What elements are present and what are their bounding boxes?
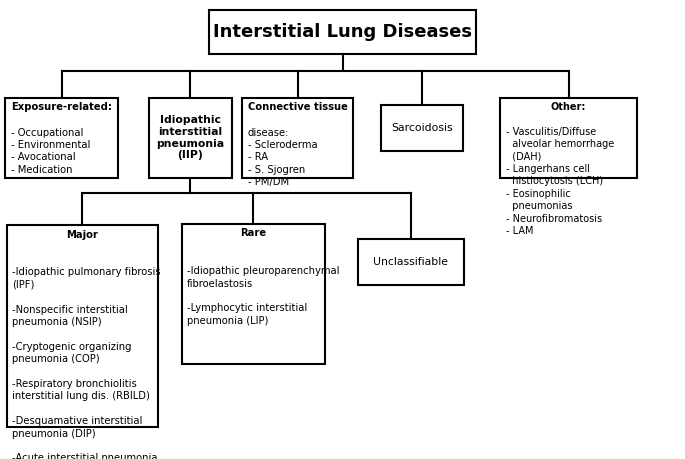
Text: -Idiopathic pleuroparenchymal
fibroelastosis

-Lymphocytic interstitial
pneumoni: -Idiopathic pleuroparenchymal fibroelast…	[187, 254, 340, 326]
Text: Sarcoidosis: Sarcoidosis	[391, 123, 453, 133]
FancyBboxPatch shape	[7, 225, 158, 427]
Text: Rare: Rare	[240, 228, 266, 238]
FancyBboxPatch shape	[242, 98, 353, 178]
Text: Connective tissue: Connective tissue	[248, 102, 348, 112]
Text: Other:: Other:	[551, 102, 586, 112]
Text: Interstitial Lung Diseases: Interstitial Lung Diseases	[213, 23, 472, 41]
FancyBboxPatch shape	[149, 98, 232, 178]
FancyBboxPatch shape	[209, 10, 476, 54]
Text: disease:
- Scleroderma
- RA
- S. Sjogren
- PM/DM: disease: - Scleroderma - RA - S. Sjogren…	[248, 128, 318, 187]
FancyBboxPatch shape	[381, 105, 463, 151]
FancyBboxPatch shape	[358, 239, 464, 285]
Text: Idiopathic
interstitial
pneumonia
(IIP): Idiopathic interstitial pneumonia (IIP)	[156, 115, 225, 160]
FancyBboxPatch shape	[5, 98, 118, 178]
Text: Unclassifiable: Unclassifiable	[373, 257, 449, 267]
FancyBboxPatch shape	[182, 224, 325, 364]
Text: Major: Major	[66, 230, 98, 240]
Text: Exposure-related:: Exposure-related:	[11, 102, 112, 112]
FancyBboxPatch shape	[500, 98, 637, 178]
Text: - Vasculitis/Diffuse
  alveolar hemorrhage
  (DAH)
- Langerhans cell
  histiocyt: - Vasculitis/Diffuse alveolar hemorrhage…	[506, 127, 614, 236]
Text: -Idiopathic pulmonary fibrosis
(IPF)

-Nonspecific interstitial
pneumonia (NSIP): -Idiopathic pulmonary fibrosis (IPF) -No…	[12, 255, 161, 459]
Text: - Occupational
- Environmental
- Avocational
- Medication: - Occupational - Environmental - Avocati…	[10, 128, 90, 175]
